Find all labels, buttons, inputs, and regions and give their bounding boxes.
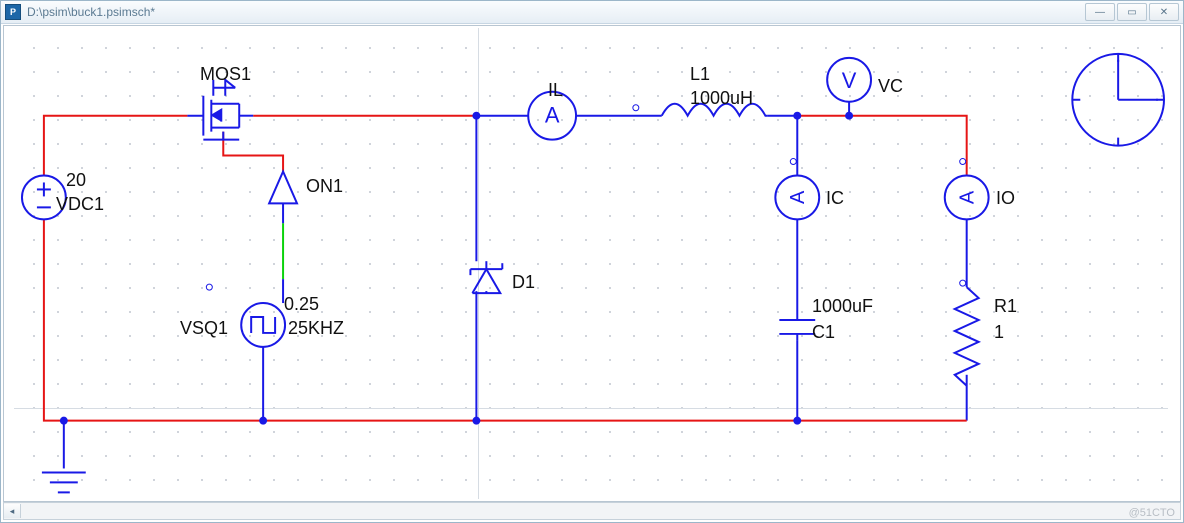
label-r1_name: R1 <box>994 296 1017 317</box>
component-resistor <box>955 287 979 386</box>
sim-clock-icon <box>1072 54 1164 146</box>
label-l1_val: 1000uH <box>690 88 753 109</box>
label-vdc_val: 20 <box>66 170 86 191</box>
window-title: D:\psim\buck1.psimsch* <box>27 5 155 19</box>
label-c1_name: C1 <box>812 322 835 343</box>
horizontal-scrollbar[interactable]: ◂ <box>3 502 1181 520</box>
component-on-controller <box>269 172 297 204</box>
label-vsq_val: 0.25 <box>284 294 319 315</box>
label-vdc_name: VDC1 <box>56 194 104 215</box>
component-mosfet <box>187 80 253 140</box>
component-square-source <box>241 303 285 347</box>
maximize-button[interactable]: ▭ <box>1117 3 1147 21</box>
watermark: @51CTO <box>1129 507 1175 519</box>
svg-text:V: V <box>842 68 857 93</box>
label-d1_name: D1 <box>512 272 535 293</box>
label-vsq_freq: 25KHZ <box>288 318 344 339</box>
component-voltmeter: V <box>827 58 871 102</box>
titlebar[interactable]: P D:\psim\buck1.psimsch* — ▭ ✕ <box>1 1 1183 24</box>
label-il_name: IL <box>548 80 563 101</box>
svg-text:A: A <box>957 190 979 204</box>
label-r1_val: 1 <box>994 322 1004 343</box>
component-ground <box>42 472 86 492</box>
component-capacitor <box>779 313 815 341</box>
label-on_name: ON1 <box>306 176 343 197</box>
label-ic_name: IC <box>826 188 844 209</box>
component-diode <box>470 261 502 293</box>
app-icon: P <box>5 4 21 20</box>
label-io_name: IO <box>996 188 1015 209</box>
close-button[interactable]: ✕ <box>1149 3 1179 21</box>
label-c1_val: 1000uF <box>812 296 873 317</box>
schematic-svg: A V A A <box>14 28 1168 500</box>
label-vc_name: VC <box>878 76 903 97</box>
label-vsq_name: VSQ1 <box>180 318 228 339</box>
client-area: A V A A <box>3 25 1181 502</box>
svg-text:A: A <box>787 190 809 204</box>
label-mos_name: MOS1 <box>200 64 251 85</box>
component-ammeter-io: A <box>945 175 989 219</box>
minimize-button[interactable]: — <box>1085 3 1115 21</box>
app-window: P D:\psim\buck1.psimsch* — ▭ ✕ <box>0 0 1184 523</box>
svg-text:A: A <box>545 103 560 128</box>
scroll-left-button[interactable]: ◂ <box>4 504 21 518</box>
label-l1_name: L1 <box>690 64 710 85</box>
component-ammeter-ic: A <box>775 175 819 219</box>
schematic-canvas[interactable]: A V A A <box>14 28 1168 499</box>
